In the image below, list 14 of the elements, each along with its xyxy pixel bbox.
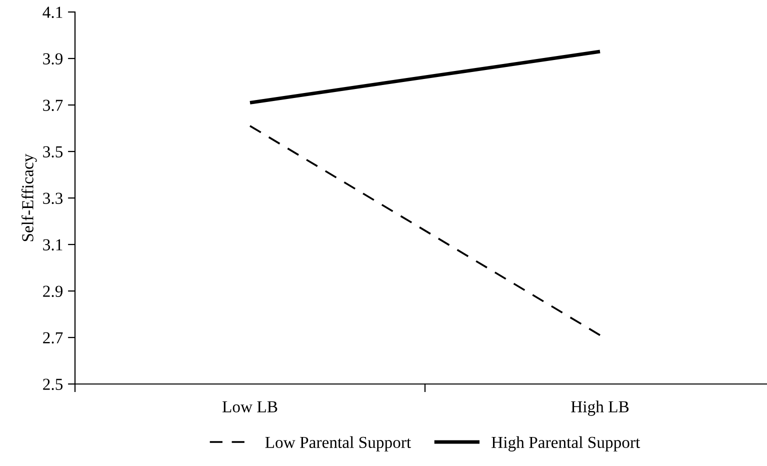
- y-axis-title: Self-Efficacy: [21, 154, 37, 242]
- y-tick-label: 3.5: [43, 146, 63, 158]
- x-tick-label: High LB: [571, 400, 629, 416]
- legend-label: High Parental Support: [492, 436, 640, 452]
- y-tick-label: 3.9: [43, 53, 63, 65]
- y-tick-label: 2.5: [43, 378, 63, 390]
- y-tick-label: 3.7: [43, 100, 63, 112]
- y-tick-label: 2.9: [43, 286, 63, 298]
- y-tick-label: 3.1: [43, 239, 62, 251]
- legend-label: Low Parental Support: [265, 436, 412, 452]
- y-tick-label: 3.3: [43, 192, 63, 204]
- x-tick-label: Low LB: [222, 401, 278, 412]
- y-tick-label: 4.1: [42, 6, 62, 18]
- y-tick-label: 2.7: [43, 332, 63, 344]
